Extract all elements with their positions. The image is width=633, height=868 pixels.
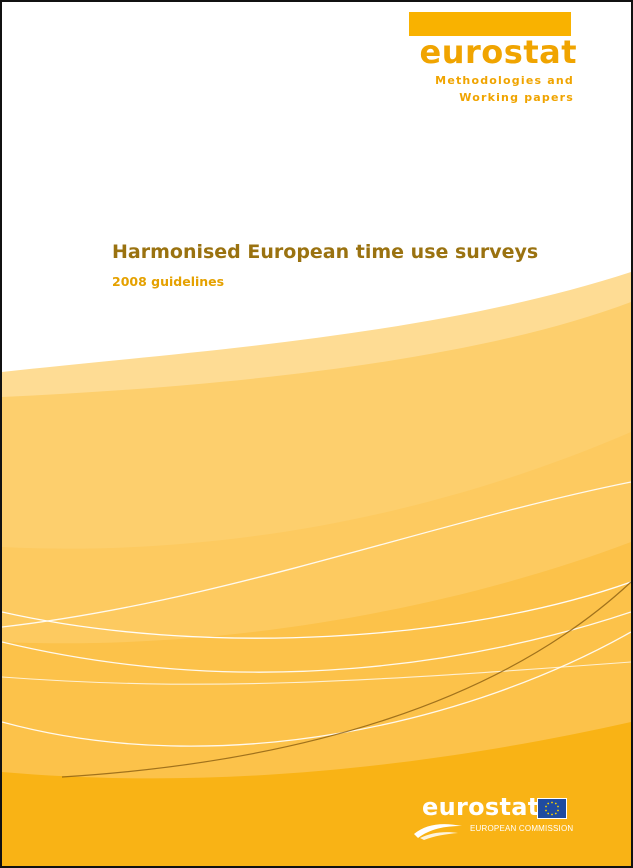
- publisher-name: eurostat: [407, 32, 577, 72]
- document-subtitle: 2008 guidelines: [112, 274, 224, 290]
- series-line-2: Working papers: [407, 89, 574, 106]
- series-line-1: Methodologies and: [407, 72, 574, 89]
- logo-organisation: EUROPEAN COMMISSION: [470, 824, 573, 834]
- eu-flag-icon: [537, 798, 567, 819]
- logo-wordmark: eurostat: [422, 792, 540, 822]
- eurostat-logo: eurostat EUROPEAN COMMISSION: [412, 792, 572, 840]
- document-title: Harmonised European time use surveys: [112, 239, 538, 265]
- series-name: Methodologies and Working papers: [407, 72, 574, 106]
